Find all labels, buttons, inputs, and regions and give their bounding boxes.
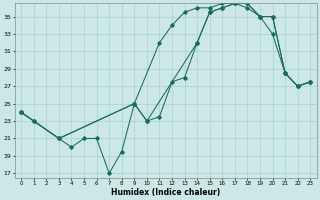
X-axis label: Humidex (Indice chaleur): Humidex (Indice chaleur)	[111, 188, 220, 197]
